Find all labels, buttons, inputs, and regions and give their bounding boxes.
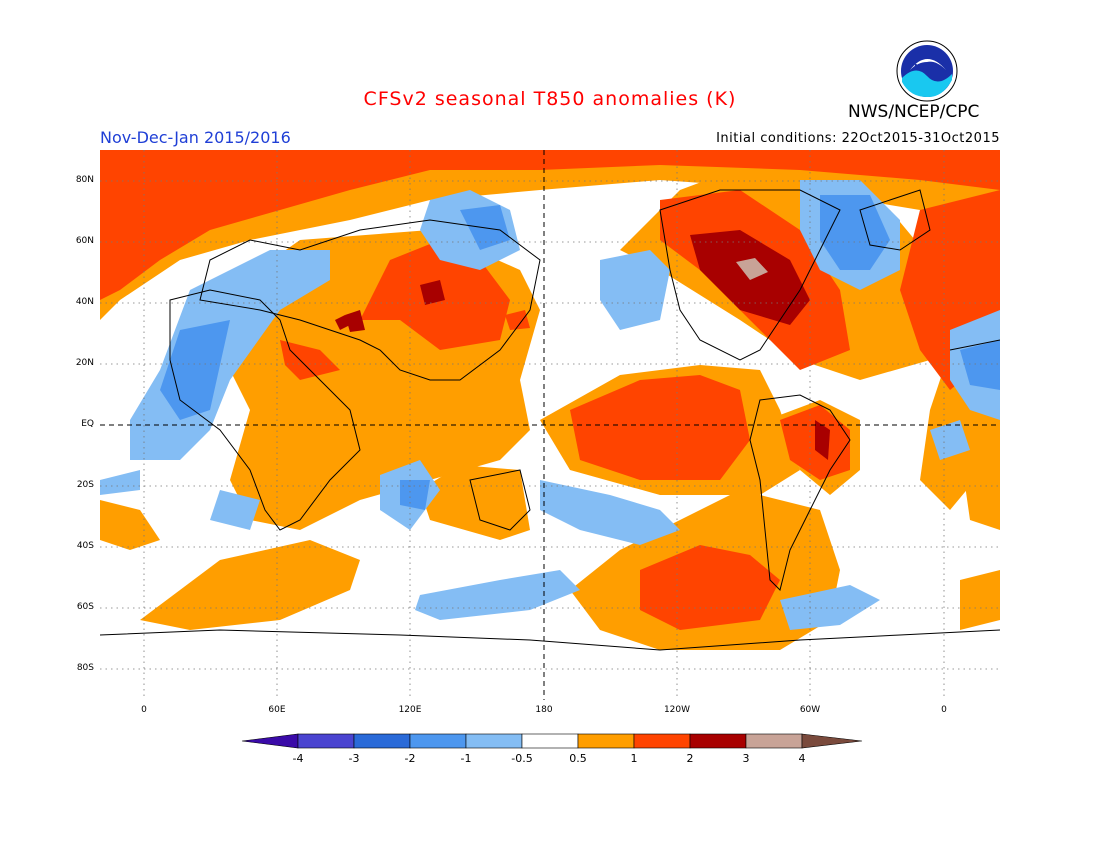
colorbar-segment <box>633 733 691 749</box>
initial-conditions: Initial conditions: 22Oct2015-31Oct2015 <box>716 131 1000 146</box>
colorbar-label: 3 <box>742 752 750 765</box>
colorbar-segment <box>409 733 467 749</box>
forecast-period: Nov-Dec-Jan 2015/2016 <box>100 128 291 147</box>
lon-label: 0 <box>141 705 147 715</box>
lon-label: 60W <box>799 705 821 715</box>
anomaly-pos3-regions <box>735 257 768 280</box>
colorbar-label: 1 <box>630 752 638 765</box>
colorbar-segment <box>577 733 635 749</box>
colorbar-segment <box>689 733 747 749</box>
colorbar-segment <box>353 733 411 749</box>
lat-label: 60S <box>76 602 94 612</box>
lat-label: 80N <box>75 175 94 185</box>
colorbar-label: 4 <box>798 752 806 765</box>
map-title: CFSv2 seasonal T850 anomalies (K) <box>363 88 737 110</box>
anomaly-neg1-regions <box>159 194 1000 510</box>
colorbar-label: -0.5 <box>511 752 533 765</box>
colorbar-label: -1 <box>460 752 472 765</box>
colorbar-segment <box>521 733 579 749</box>
coastlines <box>99 188 1000 651</box>
lon-label: 60E <box>268 705 286 715</box>
colorbar-segment <box>745 733 803 749</box>
lat-label: 80S <box>76 663 94 673</box>
anomaly-map <box>99 149 1000 700</box>
colorbar-min-arrow <box>241 733 299 749</box>
lat-label: EQ <box>81 419 94 429</box>
noaa-logo: NOAA <box>896 40 958 106</box>
agency-label: NWS/NCEP/CPC <box>848 102 980 122</box>
lat-label: 40N <box>75 297 94 307</box>
colorbar-segment <box>297 733 355 749</box>
lon-label: 120E <box>398 705 422 715</box>
lat-label: 20S <box>76 480 94 490</box>
lon-label: 120W <box>663 705 691 715</box>
colorbar-max-arrow <box>801 733 863 749</box>
colorbar-label: -2 <box>404 752 416 765</box>
colorbar-label: 0.5 <box>569 752 587 765</box>
lon-label: 180 <box>535 705 553 715</box>
colorbar-label: 2 <box>686 752 694 765</box>
colorbar <box>240 732 865 756</box>
colorbar-segment <box>465 733 523 749</box>
lon-label: 0 <box>941 705 947 715</box>
lat-label: 60N <box>75 236 94 246</box>
colorbar-label: -3 <box>348 752 360 765</box>
colorbar-label: -4 <box>292 752 304 765</box>
logo-text: NOAA <box>914 63 940 72</box>
lat-label: 40S <box>76 541 94 551</box>
equator-dateline <box>99 149 1000 700</box>
lat-label: 20N <box>75 358 94 368</box>
